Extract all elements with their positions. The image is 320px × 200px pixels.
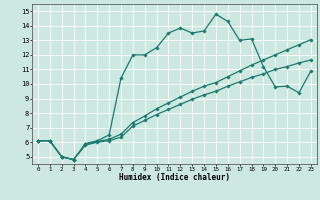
X-axis label: Humidex (Indice chaleur): Humidex (Indice chaleur): [119, 173, 230, 182]
